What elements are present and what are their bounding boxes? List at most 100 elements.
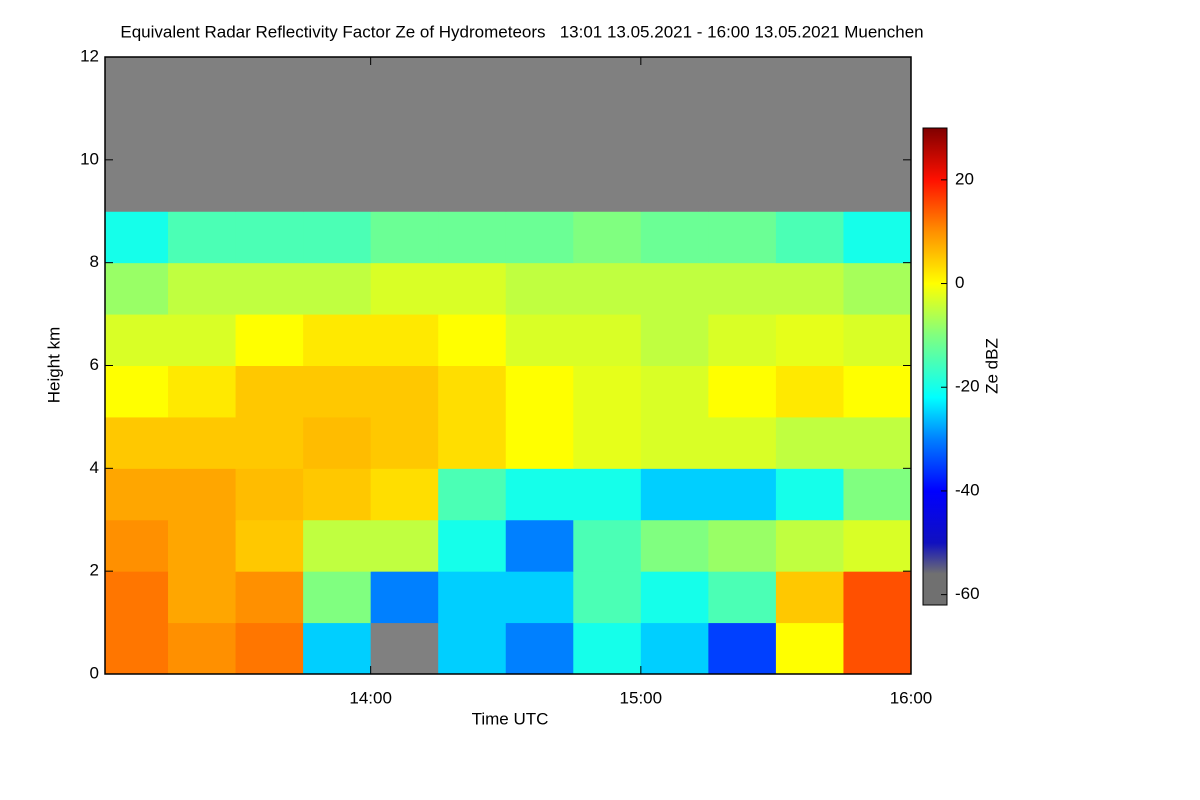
heatmap-cell (505, 159, 574, 212)
heatmap-cell (438, 519, 507, 572)
heatmap-cell (843, 622, 912, 675)
colorbar (922, 127, 948, 606)
heatmap-cell (235, 108, 304, 161)
heatmap-cell (640, 57, 709, 109)
heatmap-cell (105, 622, 169, 675)
heatmap-cell (105, 159, 169, 212)
heatmap-cell (168, 108, 237, 161)
heatmap-cell (303, 416, 372, 469)
chart-title: Equivalent Radar Reflectivity Factor Ze … (120, 22, 923, 41)
heatmap-cell (708, 159, 777, 212)
heatmap-cell (235, 159, 304, 212)
heatmap-cell (370, 365, 439, 418)
heatmap-cell (168, 314, 237, 366)
heatmap-cell (168, 262, 237, 315)
heatmap-cell (775, 314, 844, 366)
heatmap-cell (105, 468, 169, 521)
heatmap-cell (843, 365, 912, 418)
heatmap-cell (573, 622, 642, 675)
heatmap-cell (438, 314, 507, 366)
heatmap-cell (640, 108, 709, 161)
heatmap-cell (843, 416, 912, 469)
heatmap-cell (105, 57, 169, 109)
heatmap-cell (235, 416, 304, 469)
heatmap-cell (640, 159, 709, 212)
heatmap-cell (775, 57, 844, 109)
heatmap (105, 57, 912, 675)
heatmap-cell (168, 519, 237, 572)
heatmap-cell (168, 57, 237, 109)
colorbar-tick-label: -60 (955, 584, 980, 603)
heatmap-cell (505, 416, 574, 469)
heatmap-cell (640, 622, 709, 675)
x-axis-label: Time UTC (472, 709, 549, 728)
heatmap-cell (775, 519, 844, 572)
heatmap-cell (843, 262, 912, 315)
heatmap-cell (105, 314, 169, 366)
heatmap-cell (438, 108, 507, 161)
heatmap-cell (105, 416, 169, 469)
heatmap-cell (640, 519, 709, 572)
heatmap-cell (438, 468, 507, 521)
heatmap-cell (708, 468, 777, 521)
heatmap-cell (168, 416, 237, 469)
heatmap-cell (505, 108, 574, 161)
heatmap-cell (168, 211, 237, 264)
heatmap-cell (505, 314, 574, 366)
heatmap-cell (235, 314, 304, 366)
heatmap-cell (303, 314, 372, 366)
heatmap-cell (370, 211, 439, 264)
heatmap-cell (573, 159, 642, 212)
y-axis-label: Height km (44, 327, 63, 404)
heatmap-cell (370, 314, 439, 366)
heatmap-cell (573, 365, 642, 418)
heatmap-cell (438, 365, 507, 418)
heatmap-cell (708, 519, 777, 572)
heatmap-cell (438, 571, 507, 624)
heatmap-cell (235, 57, 304, 109)
heatmap-cell (105, 211, 169, 264)
heatmap-cell (775, 365, 844, 418)
heatmap-cell (640, 314, 709, 366)
heatmap-cell (303, 159, 372, 212)
heatmap-cell (235, 211, 304, 264)
heatmap-cell (505, 211, 574, 264)
heatmap-cell (573, 262, 642, 315)
heatmap-cell (438, 159, 507, 212)
heatmap-cell (775, 211, 844, 264)
heatmap-cell (843, 211, 912, 264)
heatmap-cell (370, 108, 439, 161)
heatmap-cell (303, 519, 372, 572)
heatmap-cell (370, 622, 439, 675)
heatmap-cell (843, 108, 912, 161)
heatmap-cell (708, 365, 777, 418)
heatmap-cell (235, 365, 304, 418)
heatmap-cell (303, 622, 372, 675)
heatmap-cell (105, 571, 169, 624)
heatmap-cell (775, 468, 844, 521)
x-tick-label: 16:00 (890, 688, 933, 707)
heatmap-cell (105, 108, 169, 161)
heatmap-cell (843, 57, 912, 109)
heatmap-cell (708, 262, 777, 315)
heatmap-cell (370, 57, 439, 109)
y-tick-label: 2 (90, 561, 99, 580)
heatmap-cell (168, 622, 237, 675)
heatmap-cell (640, 571, 709, 624)
heatmap-cell (505, 57, 574, 109)
y-tick-label: 8 (90, 252, 99, 271)
y-tick-label: 10 (80, 149, 99, 168)
colorbar-tick-label: -40 (955, 480, 980, 499)
heatmap-cell (370, 468, 439, 521)
heatmap-cell (370, 571, 439, 624)
heatmap-cell (438, 211, 507, 264)
heatmap-cell (573, 519, 642, 572)
heatmap-cell (843, 159, 912, 212)
heatmap-cell (708, 314, 777, 366)
heatmap-cell (843, 468, 912, 521)
heatmap-cell (303, 571, 372, 624)
heatmap-cell (775, 571, 844, 624)
heatmap-cell (843, 571, 912, 624)
heatmap-cell (370, 159, 439, 212)
